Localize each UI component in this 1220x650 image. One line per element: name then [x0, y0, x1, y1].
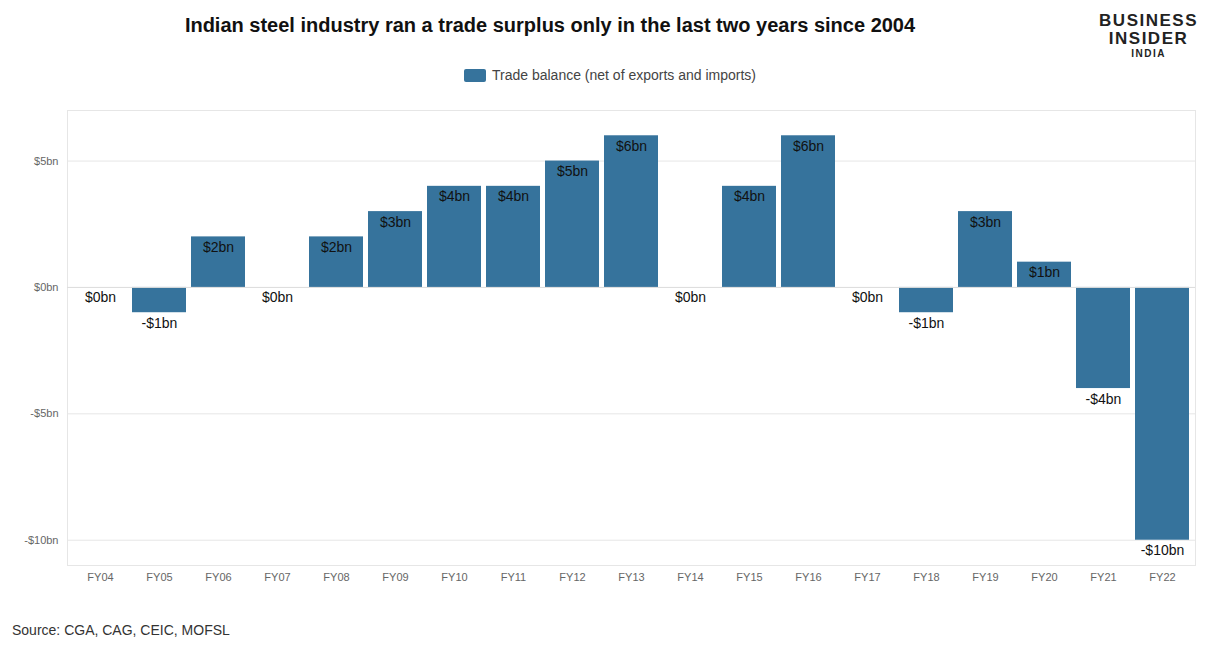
svg-text:FY14: FY14: [677, 571, 703, 583]
svg-text:-$10bn: -$10bn: [24, 534, 58, 546]
svg-text:FY16: FY16: [795, 571, 821, 583]
svg-text:$4bn: $4bn: [439, 188, 470, 204]
svg-text:FY06: FY06: [205, 571, 231, 583]
svg-text:$6bn: $6bn: [616, 138, 647, 154]
svg-text:$6bn: $6bn: [793, 138, 824, 154]
svg-text:FY04: FY04: [87, 571, 113, 583]
svg-text:FY11: FY11: [501, 571, 526, 583]
svg-text:FY08: FY08: [323, 571, 349, 583]
svg-text:FY17: FY17: [854, 571, 880, 583]
svg-text:FY19: FY19: [972, 571, 998, 583]
svg-text:FY09: FY09: [382, 571, 408, 583]
svg-text:-$1bn: -$1bn: [142, 315, 178, 331]
svg-text:-$5bn: -$5bn: [30, 407, 58, 419]
svg-text:$3bn: $3bn: [970, 214, 1001, 230]
svg-text:FY12: FY12: [559, 571, 585, 583]
svg-text:-$4bn: -$4bn: [1086, 390, 1122, 406]
svg-text:FY15: FY15: [736, 571, 762, 583]
html-text:Indian steel industry ran a tr: Indian steel industry ran a trade surplu…: [184, 14, 916, 36]
html-text:INDIA: INDIA: [1131, 48, 1166, 59]
svg-text:$1bn: $1bn: [1029, 264, 1060, 280]
svg-text:$2bn: $2bn: [203, 239, 234, 255]
svg-text:FY10: FY10: [441, 571, 467, 583]
svg-text:$4bn: $4bn: [734, 188, 765, 204]
svg-text:$2bn: $2bn: [321, 239, 352, 255]
svg-text:FY21: FY21: [1090, 571, 1116, 583]
svg-text:$0bn: $0bn: [675, 289, 706, 305]
svg-text:$0bn: $0bn: [34, 281, 58, 293]
svg-text:-$10bn: -$10bn: [1141, 542, 1185, 558]
svg-text:FY20: FY20: [1031, 571, 1057, 583]
svg-text:$0bn: $0bn: [85, 289, 116, 305]
html-text:INSIDER: INSIDER: [1108, 29, 1189, 48]
svg-text:FY07: FY07: [264, 571, 290, 583]
svg-text:FY18: FY18: [913, 571, 939, 583]
svg-text:$5bn: $5bn: [557, 163, 588, 179]
svg-text:$3bn: $3bn: [380, 214, 411, 230]
svg-text:-$1bn: -$1bn: [909, 315, 945, 331]
svg-text:$5bn: $5bn: [34, 155, 58, 167]
svg-text:FY05: FY05: [146, 571, 172, 583]
html-text:Source: CGA, CAG, CEIC, MOFSL: Source: CGA, CAG, CEIC, MOFSL: [12, 622, 230, 638]
html-text:Trade balance (net of exports: Trade balance (net of exports and import…: [492, 67, 756, 83]
svg-text:$0bn: $0bn: [852, 289, 883, 305]
svg-text:FY13: FY13: [618, 571, 644, 583]
svg-text:$4bn: $4bn: [498, 188, 529, 204]
html-text:BUSINESS: BUSINESS: [1099, 11, 1198, 30]
svg-text:$0bn: $0bn: [262, 289, 293, 305]
svg-text:FY22: FY22: [1149, 571, 1175, 583]
